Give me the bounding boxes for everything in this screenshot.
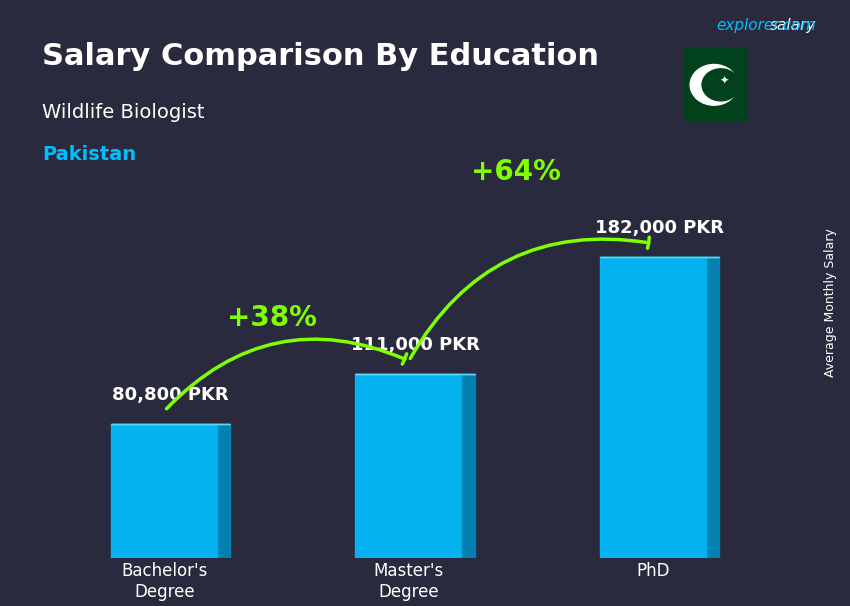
Text: salary: salary bbox=[770, 18, 816, 33]
Text: explorer.com: explorer.com bbox=[717, 18, 816, 33]
Text: Pakistan: Pakistan bbox=[42, 145, 137, 164]
Bar bbox=[355, 374, 462, 558]
Bar bbox=[111, 424, 218, 558]
Polygon shape bbox=[706, 257, 719, 558]
Text: +64%: +64% bbox=[471, 158, 561, 186]
Text: 111,000 PKR: 111,000 PKR bbox=[350, 336, 479, 355]
Circle shape bbox=[690, 64, 738, 105]
Polygon shape bbox=[462, 374, 474, 558]
Circle shape bbox=[702, 69, 740, 101]
Text: +38%: +38% bbox=[227, 304, 316, 331]
Text: Average Monthly Salary: Average Monthly Salary bbox=[824, 228, 837, 378]
Text: 80,800 PKR: 80,800 PKR bbox=[112, 386, 229, 404]
Polygon shape bbox=[218, 424, 230, 558]
Bar bbox=[684, 48, 748, 121]
Bar bbox=[600, 257, 706, 558]
Text: ✦: ✦ bbox=[719, 76, 729, 86]
Text: Wildlife Biologist: Wildlife Biologist bbox=[42, 103, 205, 122]
Text: 182,000 PKR: 182,000 PKR bbox=[595, 219, 723, 237]
Text: Salary Comparison By Education: Salary Comparison By Education bbox=[42, 42, 599, 72]
